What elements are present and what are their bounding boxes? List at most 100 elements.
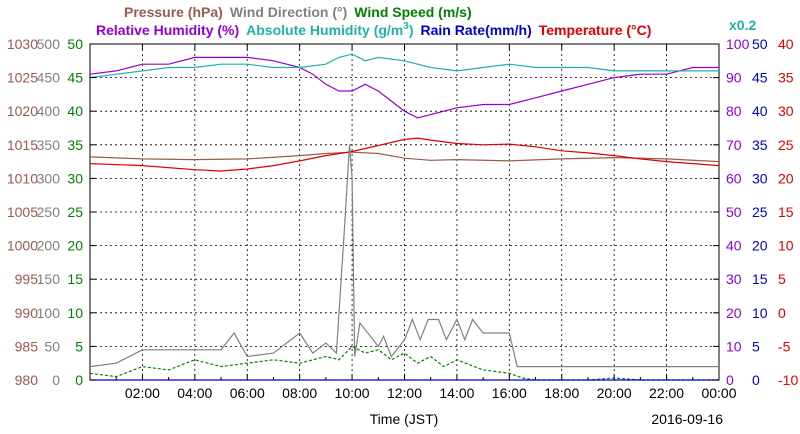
series-line [89,137,720,172]
legend-item: Rain Rate(mm/h) [421,22,532,38]
y-tick-label-temperature: 40 [778,36,794,52]
y-tick-label-relative-humidity: 10 [726,338,742,354]
y-tick-label-rain-rate: 30 [752,170,768,186]
y-tick-label-pressure: 995 [15,271,39,287]
legend-item: Relative Humidity (%) [96,22,239,38]
legend-item: Wind Speed (m/s) [354,4,471,20]
y-tick-label-relative-humidity: 0 [726,372,734,388]
legend-item-close: ) [409,22,414,38]
x-tick-label: 04:00 [177,385,212,401]
x-tick-label: 08:00 [282,385,317,401]
legend-item: Pressure (hPa) [124,4,223,20]
y-tick-label-temperature: -5 [778,338,791,354]
y-tick-label-pressure: 1025 [7,70,38,86]
y-tick-label-rain-rate: 25 [752,204,768,220]
y-tick-label-wind-direction: 450 [37,70,61,86]
y-tick-label-rain-rate: 5 [752,338,760,354]
y-tick-label-relative-humidity: 70 [726,137,742,153]
series-line [89,144,719,368]
y-tick-label-relative-humidity: 90 [726,70,742,86]
y-tick-label-wind-direction: 250 [37,204,61,220]
y-tick-label-rain-rate: 45 [752,70,768,86]
y-tick-label-wind-direction: 500 [37,36,61,52]
x-tick-label: 22:00 [649,385,684,401]
x-tick-label: 00:00 [701,385,736,401]
y-tick-label-wind-direction: 350 [37,137,61,153]
y-tick-label-pressure: 980 [15,372,39,388]
x-tick-label: 02:00 [125,385,160,401]
y-tick-label-relative-humidity: 80 [726,103,742,119]
y-tick-label-pressure: 985 [15,338,39,354]
y-tick-label-temperature: -10 [778,372,798,388]
y-tick-label-wind-speed: 15 [67,271,83,287]
y-tick-label-wind-direction: 150 [37,271,61,287]
y-tick-label-wind-speed: 30 [67,170,83,186]
y-tick-label-wind-speed: 50 [67,36,83,52]
y-tick-label-relative-humidity: 100 [726,36,750,52]
y-tick-label-temperature: 0 [778,305,786,321]
y-tick-label-relative-humidity: 50 [726,204,742,220]
grid-lines [90,44,719,380]
y-tick-label-wind-direction: 100 [37,305,61,321]
x-axis: 02:00 04:00 06:00 08:00 10:00 12:00 14:00 16:00… [115,44,737,401]
y-tick-label-rain-rate: 20 [752,238,768,254]
y-tick-label-relative-humidity: 30 [726,271,742,287]
y-tick-label-rain-rate: 0 [752,372,760,388]
series-line [89,53,719,79]
y-tick-label-wind-speed: 10 [67,305,83,321]
y-tick-label-temperature: 35 [778,70,794,86]
x-tick-label: 14:00 [439,385,474,401]
x-tick-label: 16:00 [492,385,527,401]
y-tick-label-pressure: 1010 [7,170,38,186]
x-tick-label: 12:00 [387,385,422,401]
y-tick-label-wind-direction: 50 [44,338,60,354]
y-tick-label-wind-speed: 5 [75,338,83,354]
y-axes: 9809859909951000100510101015102010251030… [7,36,799,388]
legend-item: Wind Direction (°) [230,4,347,20]
legend-row-2: Relative Humidity (%) Absolute Humidity (… [96,21,651,38]
y-tick-label-wind-speed: 40 [67,103,83,119]
x-tick-label: 20:00 [597,385,632,401]
y-tick-label-wind-speed: 45 [67,70,83,86]
y-tick-label-rain-rate: 35 [752,137,768,153]
legend-item: Absolute Humidity (g/m [246,22,403,38]
y-tick-label-rain-rate: 40 [752,103,768,119]
y-tick-label-relative-humidity: 60 [726,170,742,186]
y-tick-label-temperature: 15 [778,204,794,220]
y-tick-label-temperature: 20 [778,170,794,186]
y-tick-label-wind-direction: 400 [37,103,61,119]
y-tick-label-temperature: 10 [778,238,794,254]
date-label: 2016-09-16 [651,411,723,427]
y-tick-label-pressure: 1030 [7,36,38,52]
y-tick-label-relative-humidity: 20 [726,305,742,321]
y-tick-label-wind-direction: 300 [37,170,61,186]
x-tick-label: 18:00 [544,385,579,401]
x-tick-label: 10:00 [335,385,370,401]
legend-item: Temperature (°C) [539,22,652,38]
y-tick-label-pressure: 990 [15,305,39,321]
y-tick-label-rain-rate: 10 [752,305,768,321]
legend-row-1: Pressure (hPa) Wind Direction (°) Wind Spe… [124,4,472,20]
y-tick-label-pressure: 1020 [7,103,38,119]
series-line [89,56,719,119]
axis-note: x0.2 [729,17,756,33]
y-tick-label-pressure: 1015 [7,137,38,153]
y-tick-label-wind-speed: 35 [67,137,83,153]
x-tick-label: 06:00 [230,385,265,401]
y-tick-label-relative-humidity: 40 [726,238,742,254]
y-tick-label-pressure: 1000 [7,238,38,254]
x-axis-label: Time (JST) [370,411,439,427]
y-tick-label-rain-rate: 15 [752,271,768,287]
y-tick-label-temperature: 5 [778,271,786,287]
y-tick-label-wind-direction: 200 [37,238,61,254]
y-tick-label-rain-rate: 50 [752,36,768,52]
y-tick-label-wind-speed: 20 [67,238,83,254]
y-tick-label-wind-direction: 0 [52,372,60,388]
y-tick-label-temperature: 30 [778,103,794,119]
y-tick-label-pressure: 1005 [7,204,38,220]
y-tick-label-wind-speed: 25 [67,204,83,220]
y-tick-label-temperature: 25 [778,137,794,153]
legend-superscript: 3 [403,21,409,32]
y-tick-label-wind-speed: 0 [75,372,83,388]
